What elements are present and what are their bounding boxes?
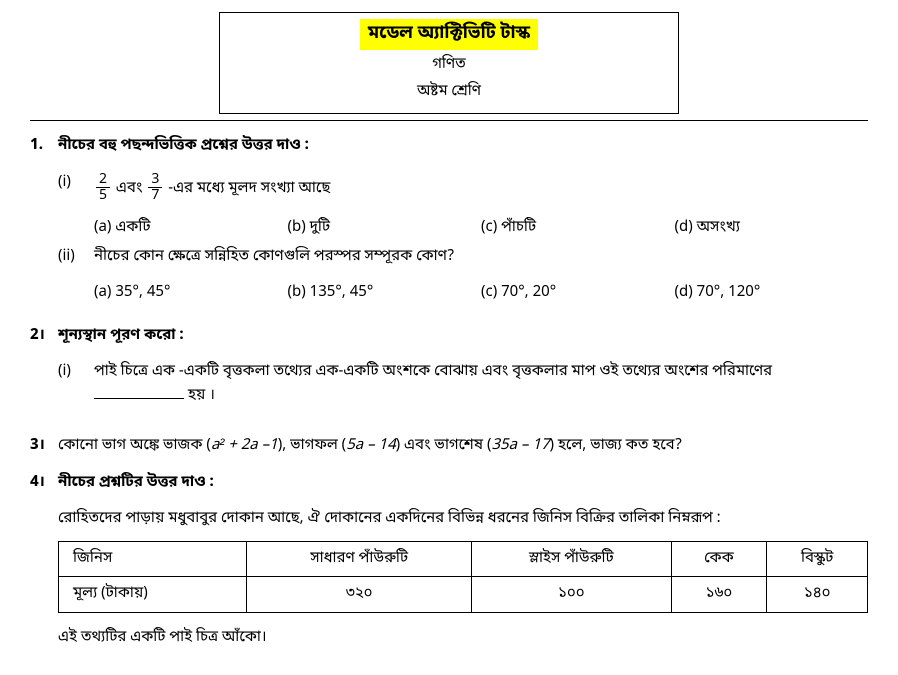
col-4: বিস্কুট (767, 541, 868, 577)
q2-i-before: পাই চিত্রে এক -একটি বৃত্তকলা তথ্যের এক-এ… (94, 362, 772, 382)
table-row: মূল্য (টাকায়) ৩২০ ১০০ ১৬০ ১৪০ (59, 577, 868, 613)
q3-t3: ) এবং ভাগশেষ ( (396, 436, 492, 456)
q3-t4: ) হলে, ভাজ্য কত হবে? (550, 436, 683, 456)
q4-intro: রোহিতদের পাড়ায় মধুবাবুর দোকান আছে, ঐ দ… (58, 508, 868, 531)
q3-t2: ), ভাগফল ( (278, 436, 346, 456)
val-4: ১৪০ (767, 577, 868, 613)
q1-ii: (ii) নীচের কোন ক্ষেত্রে সন্নিহিত কোণগুলি… (58, 246, 868, 269)
q3-expr2: 5a – 14 (346, 436, 395, 456)
q1-i: (i) 2 5 এবং 3 7 -এর মধ্যে মূলদ সংখ্যা আছ… (58, 172, 868, 204)
q1-i-opt-a: (a) একটি (94, 217, 288, 240)
row2-label: মূল্য (টাকায়) (59, 577, 247, 613)
q1-i-opt-c: (c) পাঁচটি (481, 217, 675, 240)
question-3: 3। কোনো ভাগ অঙ্কে ভাজক (a² + 2a –1), ভাগ… (30, 435, 868, 458)
fraction-1: 2 5 (96, 172, 110, 204)
q4-heading: নীচের প্রশ্নটির উত্তর দাও : (58, 472, 868, 495)
q2-i: (i) পাই চিত্রে এক -একটি বৃত্তকলা তথ্যের … (58, 361, 868, 407)
q2-i-num: (i) (58, 361, 94, 384)
q2-i-after: হয় । (188, 386, 215, 406)
col-2: স্লাইস পাঁউরুটি (471, 541, 671, 577)
q1-i-num: (i) (58, 172, 94, 195)
q1-i-body: 2 5 এবং 3 7 -এর মধ্যে মূলদ সংখ্যা আছে (94, 172, 868, 204)
q2-heading: শূন্যস্থান পূরণ করো : (58, 325, 868, 348)
class-label: অষ্টম শ্রেণি (220, 81, 678, 104)
q3-expr1: a² + 2a –1 (211, 436, 278, 456)
fraction-2: 3 7 (148, 172, 162, 204)
q1-ii-opt-b: (b) 135°, 45° (288, 282, 482, 305)
val-2: ১০০ (471, 577, 671, 613)
question-4: 4। নীচের প্রশ্নটির উত্তর দাও : রোহিতদের … (30, 472, 868, 650)
q1-ii-opt-d: (d) 70°, 120° (675, 282, 869, 305)
q1-ii-num: (ii) (58, 246, 94, 269)
subject-label: গণিত (220, 54, 678, 77)
q3-expr3: 35a – 17 (491, 436, 549, 456)
q3-t1: কোনো ভাগ অঙ্কে ভাজক ( (58, 436, 211, 456)
val-1: ৩২০ (247, 577, 472, 613)
row1-label: জিনিস (59, 541, 247, 577)
q4-footer: এই তথ্যটির একটি পাই চিত্র আঁকো। (58, 627, 868, 650)
q1-ii-opt-c: (c) 70°, 20° (481, 282, 675, 305)
q1-ii-text: নীচের কোন ক্ষেত্রে সন্নিহিত কোণগুলি পরস্… (94, 246, 868, 269)
q2-i-body: পাই চিত্রে এক -একটি বৃত্তকলা তথ্যের এক-এ… (94, 361, 868, 407)
q1-i-options: (a) একটি (b) দুটি (c) পাঁচটি (d) অসংখ্য (94, 217, 868, 240)
table-row: জিনিস সাধারণ পাঁউরুটি স্লাইস পাঁউরুটি কে… (59, 541, 868, 577)
worksheet-title: মডেল অ্যাক্টিভিটি টাস্ক (360, 19, 538, 50)
q1-ii-options: (a) 35°, 45° (b) 135°, 45° (c) 70°, 20° … (94, 282, 868, 305)
and-text: এবং (116, 178, 142, 198)
question-2: 2। শূন্যস্থান পূরণ করো : (i) পাই চিত্রে … (30, 325, 868, 422)
q1-ii-opt-a: (a) 35°, 45° (94, 282, 288, 305)
q3-body: কোনো ভাগ অঙ্কে ভাজক (a² + 2a –1), ভাগফল … (58, 435, 868, 458)
col-1: সাধারণ পাঁউরুটি (247, 541, 472, 577)
q1-i-rest: -এর মধ্যে মূলদ সংখ্যা আছে (168, 178, 330, 198)
q1-i-opt-b: (b) দুটি (288, 217, 482, 240)
q4-table: জিনিস সাধারণ পাঁউরুটি স্লাইস পাঁউরুটি কে… (58, 541, 868, 613)
col-3: কেক (671, 541, 767, 577)
header-box: মডেল অ্যাক্টিভিটি টাস্ক গণিত অষ্টম শ্রেণ… (219, 12, 679, 114)
q1-number: 1. (30, 135, 58, 158)
q1-i-opt-d: (d) অসংখ্য (675, 217, 869, 240)
val-3: ১৬০ (671, 577, 767, 613)
q4-number: 4। (30, 472, 58, 495)
question-1: 1. নীচের বহু পছন্দভিত্তিক প্রশ্নের উত্তর… (30, 135, 868, 311)
fill-blank (94, 384, 184, 399)
q2-number: 2। (30, 325, 58, 348)
header-divider (30, 120, 868, 121)
q1-heading: নীচের বহু পছন্দভিত্তিক প্রশ্নের উত্তর দা… (58, 135, 868, 158)
q3-number: 3। (30, 435, 58, 458)
